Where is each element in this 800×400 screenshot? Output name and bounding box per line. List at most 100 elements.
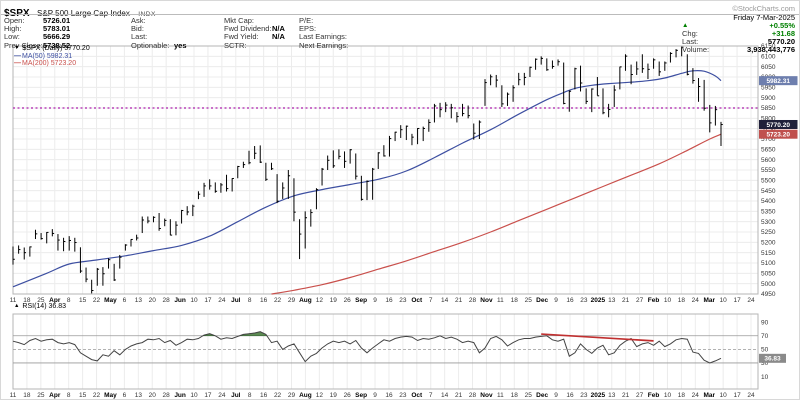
x-tick-label: Oct — [411, 297, 423, 304]
x-tick-label: 22 — [93, 392, 101, 399]
volume-label: Volume: — [682, 45, 710, 54]
x-tick-label: Sep — [355, 392, 367, 399]
y-tick-label: 5600 — [761, 157, 776, 164]
x-tick-label: 12 — [316, 297, 324, 304]
x-tick-label: 23 — [580, 392, 588, 399]
y-tick-label: 4950 — [761, 291, 776, 298]
x-tick-label: 16 — [385, 392, 393, 399]
x-tick-label: Jun — [174, 392, 186, 399]
quote-label: Bid: — [131, 24, 144, 34]
x-tick-label: 2025 — [591, 297, 606, 304]
x-tick-label: 17 — [733, 392, 741, 399]
x-tick-label: 17 — [733, 297, 741, 304]
stockcharts-watermark: ©StockCharts.com — [732, 4, 795, 13]
price-y-axis-labels: 4950 5000 5050 5100 5150 5200 5250 5300 5350 5400… — [761, 43, 776, 298]
y-tick-label: 5400 — [761, 198, 776, 205]
index-name: S&P 500 Large Cap Index — [37, 9, 130, 18]
x-tick-label: 13 — [135, 392, 143, 399]
quote-label: EPS: — [299, 24, 317, 34]
x-tick-label: 17 — [204, 297, 212, 304]
y-tick-label: 5200 — [761, 240, 776, 247]
ma200-path — [271, 133, 722, 295]
x-tick-label: 24 — [218, 392, 226, 399]
up-arrow-icon: ▲ — [682, 22, 689, 29]
x-axis-labels: 111118182525AprApr8815152222MayMay661313… — [10, 297, 755, 399]
y-tick-label: 5300 — [761, 219, 776, 226]
quote-row: P/E: — [299, 16, 351, 25]
x-tick-label: Feb — [648, 392, 660, 399]
x-tick-label: 13 — [608, 392, 616, 399]
x-tick-label: 26 — [344, 392, 352, 399]
rsi-trendline — [541, 333, 654, 342]
quote-row: Open: 5726.01 — [4, 16, 71, 25]
x-tick-label: 11 — [10, 297, 17, 304]
y-tick-label: 6100 — [761, 54, 776, 61]
x-tick-label: 12 — [316, 392, 324, 399]
x-tick-label: Apr — [49, 297, 61, 304]
status-block: Friday 7-Mar-2025 ▲ +0.55% Chg: +31.68 L… — [682, 14, 795, 54]
x-tick-label: 22 — [93, 297, 101, 304]
trendline — [541, 333, 654, 342]
x-tick-label: 10 — [190, 297, 198, 304]
panel-borders — [12, 45, 759, 390]
y-tick-label: 5650 — [761, 147, 776, 154]
y-tick-label: 5150 — [761, 250, 776, 257]
x-tick-label: 9 — [554, 392, 558, 399]
x-tick-label: 16 — [260, 297, 268, 304]
rsi-level-lines — [13, 335, 758, 364]
price-callout-text: 5982.31 — [766, 78, 790, 85]
x-tick-label: 23 — [399, 392, 407, 399]
x-tick-label: 18 — [678, 297, 686, 304]
price-callout-box — [759, 119, 798, 129]
x-tick-label: Feb — [648, 297, 660, 304]
x-tick-label: Nov — [480, 392, 493, 399]
y-tick-label: 5450 — [761, 188, 776, 195]
quote-row: Last: — [131, 33, 187, 41]
ma200-line — [271, 133, 722, 295]
x-tick-label: Aug — [299, 297, 312, 304]
y-tick-label: 5250 — [761, 229, 776, 236]
price-callout-box — [759, 129, 798, 139]
x-tick-label: 18 — [511, 392, 519, 399]
rsi-tick-label: 90 — [761, 319, 769, 326]
rsi-callout-box — [759, 353, 786, 363]
quote-value: 5738.52 — [43, 40, 71, 50]
quote-row: Optionable: yes — [131, 41, 187, 50]
chg-value: +31.68 — [771, 29, 795, 38]
x-tick-label: Aug — [299, 392, 312, 399]
quote-label: P/E: — [299, 16, 314, 25]
x-tick-label: Mar — [703, 392, 715, 399]
y-tick-label: 5000 — [761, 281, 776, 288]
quote-label: SCTR: — [224, 40, 247, 50]
x-tick-label: 15 — [79, 392, 87, 399]
x-tick-label: 21 — [622, 392, 630, 399]
y-tick-label: 6050 — [761, 64, 776, 71]
x-tick-label: 9 — [373, 297, 377, 304]
x-tick-label: 28 — [163, 392, 171, 399]
quote-value: 5726.01 — [43, 16, 71, 25]
x-tick-label: 28 — [469, 392, 477, 399]
x-tick-label: 13 — [608, 297, 616, 304]
x-tick-label: 25 — [525, 297, 533, 304]
x-tick-label: 15 — [79, 297, 87, 304]
rsi-tick-label: 70 — [761, 333, 769, 340]
ma200-swatch-icon: — — [14, 60, 21, 68]
y-tick-label: 5950 — [761, 85, 776, 92]
x-tick-label: 8 — [67, 297, 71, 304]
x-tick-label: 10 — [720, 392, 728, 399]
x-tick-label: 22 — [274, 392, 282, 399]
quote-row: Fwd Yield: N/A — [224, 33, 285, 41]
x-tick-label: 16 — [566, 392, 574, 399]
collapse-triangle-icon: ▼ — [14, 45, 20, 51]
ma200-legend-text: MA(200) 5723.20 — [22, 60, 77, 68]
x-tick-label: 25 — [37, 297, 45, 304]
x-tick-label: 18 — [678, 392, 686, 399]
y-tick-label: 5700 — [761, 136, 776, 143]
y-tick-label: 5750 — [761, 126, 776, 133]
quote-row: EPS: — [299, 24, 351, 34]
quote-row: Ask: — [131, 16, 187, 25]
x-tick-label: 17 — [204, 392, 212, 399]
rsi-fill-area — [239, 331, 268, 337]
